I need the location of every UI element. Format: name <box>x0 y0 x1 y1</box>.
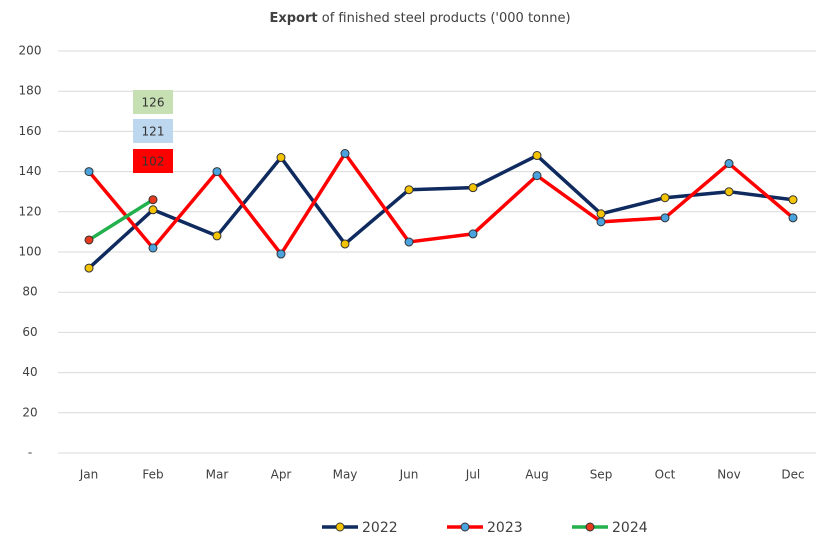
legend-marker <box>460 522 470 532</box>
data-label: 126 <box>142 96 165 110</box>
series-line <box>87 151 795 256</box>
data-point <box>276 153 286 163</box>
data-point <box>596 209 606 219</box>
data-point <box>276 249 286 259</box>
x-tick-label: Jun <box>399 468 419 482</box>
data-point <box>340 149 350 159</box>
data-point <box>788 195 798 205</box>
data-point <box>212 231 222 241</box>
x-tick-label: Feb <box>142 468 163 482</box>
legend-marker <box>585 522 595 532</box>
data-point <box>468 183 478 193</box>
x-tick-label: May <box>333 468 358 482</box>
y-tick-label: 80 <box>22 285 37 299</box>
data-point <box>84 167 94 177</box>
y-tick-label: 40 <box>22 365 37 379</box>
x-tick-label: Oct <box>655 468 676 482</box>
x-tick-label: Nov <box>717 468 740 482</box>
x-tick-label: Aug <box>525 468 548 482</box>
x-tick-label: Sep <box>590 468 613 482</box>
y-tick-label: 60 <box>22 325 37 339</box>
data-label-box <box>133 149 173 173</box>
data-point <box>148 205 158 215</box>
data-point <box>84 235 94 245</box>
x-tick-label: Dec <box>781 468 804 482</box>
data-point <box>596 217 606 227</box>
data-label-box <box>133 119 173 143</box>
chart-title: Export of finished steel products ('000 … <box>269 11 570 26</box>
y-tick-label: 100 <box>19 245 42 259</box>
legend-label: 2023 <box>487 520 523 536</box>
y-tick-label: 180 <box>19 84 42 98</box>
data-point <box>340 239 350 249</box>
x-tick-label: Jan <box>79 468 99 482</box>
data-point <box>724 159 734 169</box>
data-point <box>724 187 734 197</box>
data-point <box>212 167 222 177</box>
legend-label: 2024 <box>612 520 648 536</box>
data-point <box>532 151 542 161</box>
data-point <box>468 229 478 239</box>
data-point <box>404 185 414 195</box>
y-tick-label: 200 <box>19 44 42 58</box>
title-rest: of finished steel products ('000 tonne) <box>322 11 571 26</box>
legend-marker <box>335 522 345 532</box>
data-point <box>404 237 414 247</box>
data-label: 102 <box>142 155 165 169</box>
title-bold: Export <box>269 11 317 26</box>
data-label: 121 <box>142 125 165 139</box>
data-point <box>148 243 158 253</box>
y-tick-label: 120 <box>19 204 42 218</box>
series-line <box>87 153 794 270</box>
x-tick-label: Apr <box>271 468 292 482</box>
data-point <box>532 171 542 181</box>
data-point <box>660 213 670 223</box>
data-point <box>148 195 158 205</box>
x-tick-label: Jul <box>465 468 480 482</box>
x-tick-label: Mar <box>206 468 229 482</box>
data-point <box>84 263 94 273</box>
y-tick-label: - <box>28 446 32 460</box>
data-label-box <box>133 90 173 114</box>
data-point <box>788 213 798 223</box>
series-line <box>88 198 154 242</box>
data-point <box>660 193 670 203</box>
y-tick-label: 140 <box>19 164 42 178</box>
y-tick-label: 20 <box>22 405 37 419</box>
legend-label: 2022 <box>362 520 398 536</box>
y-tick-label: 160 <box>19 124 42 138</box>
